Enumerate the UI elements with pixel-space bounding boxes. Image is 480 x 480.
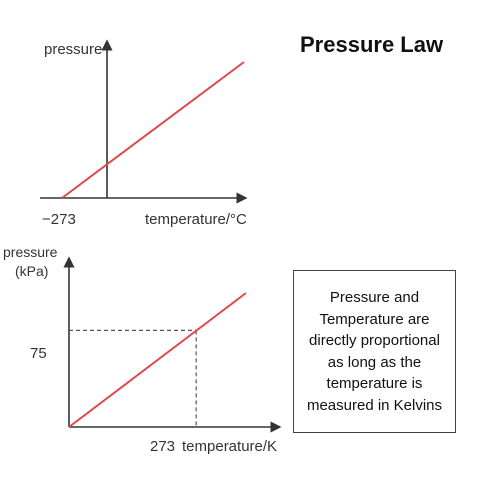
celsius-chart-y-label: pressure — [44, 41, 102, 58]
celsius-chart-pressure-line — [61, 61, 245, 199]
explanation-line: as long as the — [327, 353, 422, 371]
kelvin-chart-y-label-line-2: (kPa) — [15, 263, 48, 279]
kelvin-chart-pressure-line — [68, 292, 247, 428]
kelvin-chart: pressure (kPa) 75 273 temperature/K — [3, 244, 282, 455]
explanation-line: directly proportional — [309, 332, 440, 349]
explanation-text: Pressure and Temperature are directly pr… — [307, 287, 442, 416]
page-title: Pressure Law — [300, 32, 444, 57]
kelvin-chart-x-label: temperature/K — [182, 438, 277, 455]
explanation-line: Pressure and — [329, 289, 420, 306]
celsius-chart: pressure −273 temperature/°C — [40, 39, 248, 228]
celsius-chart-x-tick-label: −273 — [42, 211, 76, 228]
kelvin-chart-y-tick-label: 75 — [30, 345, 47, 362]
celsius-chart-x-label: temperature/°C — [145, 211, 247, 228]
explanation-box: Pressure and Temperature are directly pr… — [293, 270, 456, 433]
kelvin-chart-y-label-line-1: pressure — [3, 244, 58, 260]
explanation-line: measured in Kelvins — [306, 396, 443, 414]
explanation-line: Temperature are — [319, 310, 430, 328]
kelvin-chart-x-tick-label: 273 — [150, 438, 175, 455]
explanation-line: temperature is — [326, 375, 423, 392]
